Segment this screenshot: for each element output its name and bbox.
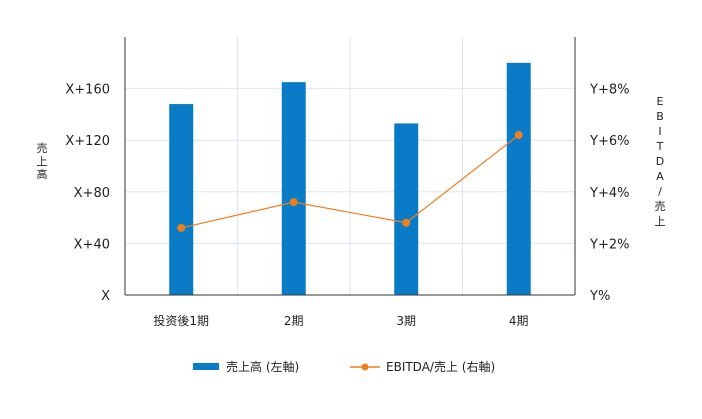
legend-line-marker [361,363,369,371]
legend: 売上高 (左軸) EBITDA/売上 (右軸) [193,359,495,374]
legend-bar-swatch [193,363,219,370]
category-label-3: 4期 [509,314,529,328]
label-layer: 売上高 E B I T D A/売上 [37,95,666,228]
left-axis-title: 売上高 [37,142,48,181]
bar-0 [169,104,194,295]
axis-layer: X X+40 X+80 X+120 X+160 Y% Y+2% Y+4% Y+6% Y+8% 投资後… [65,37,629,328]
ebitda-point-3 [514,131,523,140]
right-tick-label-4: Y+8% [589,83,629,98]
bar-layer [169,62,531,296]
right-axis-title: E B I T D A/売上 [655,95,666,228]
category-label-1: 2期 [284,314,304,328]
bar-2 [394,123,419,296]
category-label-0: 投资後1期 [153,313,209,328]
category-label-2: 3期 [396,314,416,328]
bar-3 [506,62,531,295]
left-tick-label-2: X+80 [74,186,110,201]
left-tick-label-3: X+120 [65,134,110,149]
ebitda-point-2 [402,218,411,227]
grid-layer [125,37,575,295]
legend-line-label: EBITDA/売上 (右軸) [386,359,495,374]
ebitda-line [181,134,520,229]
bar-1 [281,82,306,296]
line-layer [177,131,523,232]
ebitda-point-1 [289,198,298,207]
left-tick-label-4: X+160 [65,83,110,98]
legend-bar-label: 売上高 (左軸) [226,359,299,374]
right-tick-label-2: Y+4% [589,186,629,201]
right-tick-label-1: Y+2% [589,237,629,252]
left-tick-label-1: X+40 [74,237,110,252]
left-tick-label-0: X [101,289,110,304]
right-tick-label-0: Y% [589,289,610,304]
ebitda-point-0 [177,223,186,232]
right-tick-label-3: Y+6% [589,134,629,149]
